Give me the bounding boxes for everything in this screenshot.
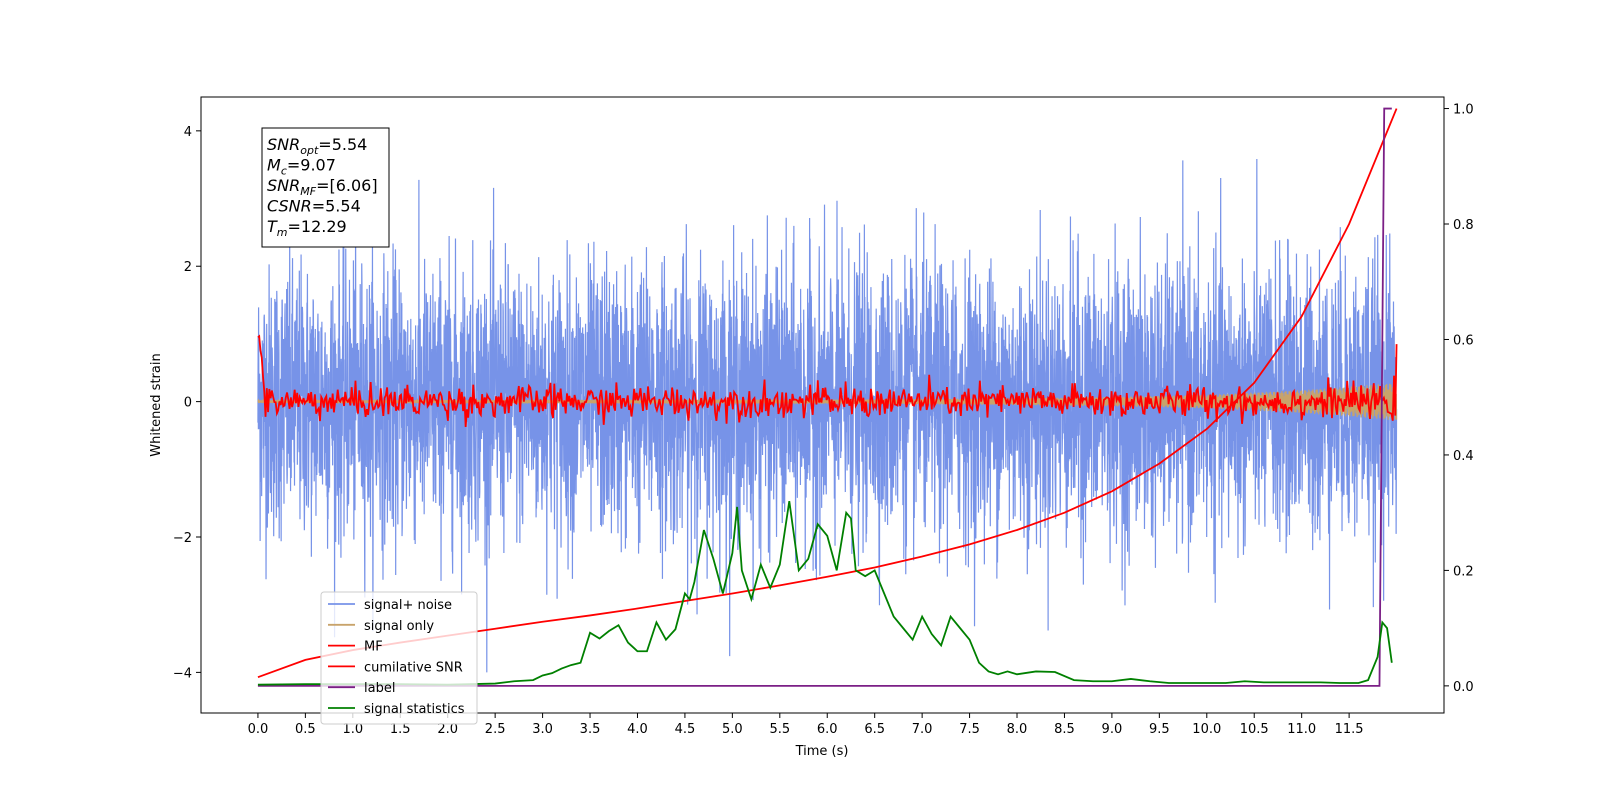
legend: signal+ noise signal only MF cumilative SNR… (320, 591, 478, 725)
x-tick-label: 0.5 (295, 722, 316, 737)
y-tick-label-right: 0.0 (1453, 680, 1474, 695)
x-tick-label: 8.0 (1007, 722, 1028, 737)
x-tick-label: 10.5 (1240, 722, 1269, 737)
y-axis-label: Whitened strain (149, 353, 164, 456)
x-tick-label: 11.5 (1335, 722, 1364, 737)
x-tick-label: 9.5 (1149, 722, 1170, 737)
y-tick-label-right: 0.2 (1453, 564, 1474, 579)
annotation-box (261, 127, 390, 248)
legend-entry: signal only (364, 619, 434, 634)
annotation-line: Mc=9.07 (267, 156, 336, 178)
y-tick-label-left: 2 (184, 260, 192, 275)
x-tick-label: 1.5 (390, 722, 411, 737)
y-tick-label-left: −2 (173, 531, 192, 546)
y-tick-label-left: 0 (184, 396, 192, 411)
legend-entry: signal+ noise (364, 598, 452, 613)
series-signal-noise (257, 159, 1398, 673)
x-tick-label: 4.0 (627, 722, 648, 737)
x-tick-label: 2.5 (485, 722, 506, 737)
stats-annotation: SNRopt=5.54Mc=9.07SNRMF=[6.06]CSNR=5.54T… (261, 127, 390, 248)
x-tick-label: 6.0 (817, 722, 838, 737)
annotation-line: Tm=12.29 (267, 217, 347, 239)
y-axis-right: 0.0 0.2 0.4 0.6 0.8 1.0 (1444, 103, 1474, 695)
x-tick-label: 3.0 (532, 722, 553, 737)
x-tick-label: 4.5 (675, 722, 696, 737)
series-signal-statistics (257, 500, 1393, 686)
annotation-line: SNRopt=5.54 (267, 135, 367, 157)
x-tick-label: 3.5 (580, 722, 601, 737)
x-tick-label: 2.0 (437, 722, 458, 737)
legend-entry: MF (364, 640, 383, 655)
y-tick-label-right: 0.4 (1453, 449, 1474, 464)
legend-box (320, 591, 478, 725)
x-tick-label: 7.0 (912, 722, 933, 737)
legend-entry: signal statistics (364, 702, 465, 717)
series-mf (257, 334, 1398, 428)
legend-entry: cumilative SNR (364, 660, 463, 675)
y-axis-left: 4 2 0 −2 −4 (173, 125, 201, 681)
x-tick-label: 1.0 (342, 722, 363, 737)
y-tick-label-left: −4 (173, 666, 192, 681)
y-tick-label-left: 4 (184, 125, 192, 140)
x-axis: 0.0 0.5 1.0 1.5 2.0 2.5 3.0 3.5 4.0 4.5 5.0 5.5 6.0 6… (248, 713, 1364, 737)
x-tick-label: 9.0 (1102, 722, 1123, 737)
annotation-line: SNRMF=[6.06] (267, 176, 378, 198)
y-tick-label-right: 0.8 (1453, 218, 1474, 233)
x-axis-label: Time (s) (795, 744, 849, 759)
annotation-line: CSNR=5.54 (267, 197, 361, 216)
x-tick-label: 5.0 (722, 722, 743, 737)
axes-frame (200, 96, 1445, 714)
y-tick-label-right: 1.0 (1453, 103, 1474, 118)
x-tick-label: 6.5 (864, 722, 885, 737)
x-tick-label: 10.0 (1192, 722, 1221, 737)
x-tick-label: 5.5 (769, 722, 790, 737)
legend-entry: label (364, 681, 395, 696)
x-tick-label: 0.0 (248, 722, 269, 737)
x-tick-label: 11.0 (1287, 722, 1316, 737)
series-label (257, 107, 1392, 687)
x-tick-label: 7.5 (959, 722, 980, 737)
y-tick-label-right: 0.6 (1453, 333, 1474, 348)
x-tick-label: 8.5 (1054, 722, 1075, 737)
